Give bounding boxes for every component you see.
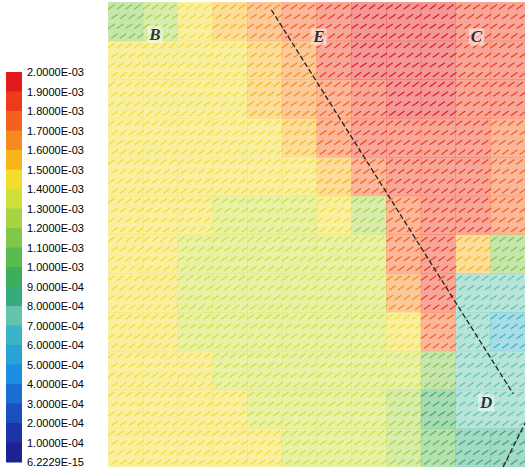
- svg-text:1.5000E-03: 1.5000E-03: [27, 164, 84, 176]
- svg-text:6.0000E-04: 6.0000E-04: [27, 339, 84, 351]
- svg-text:B: B: [148, 25, 160, 44]
- svg-text:1.8000E-03: 1.8000E-03: [27, 105, 84, 117]
- svg-text:1.0000E-03: 1.0000E-03: [27, 261, 84, 273]
- svg-text:9.0000E-04: 9.0000E-04: [27, 281, 84, 293]
- svg-text:C: C: [471, 27, 483, 46]
- svg-text:7.0000E-04: 7.0000E-04: [27, 320, 84, 332]
- svg-text:1.4000E-03: 1.4000E-03: [27, 183, 84, 195]
- svg-text:1.1000E-03: 1.1000E-03: [27, 242, 84, 254]
- svg-text:6.2229E-15: 6.2229E-15: [27, 456, 84, 468]
- svg-text:1.6000E-03: 1.6000E-03: [27, 144, 84, 156]
- svg-text:1.9000E-03: 1.9000E-03: [27, 86, 84, 98]
- svg-text:2.0000E-04: 2.0000E-04: [27, 417, 84, 429]
- svg-text:5.0000E-04: 5.0000E-04: [27, 359, 84, 371]
- svg-text:1.2000E-03: 1.2000E-03: [27, 222, 84, 234]
- svg-text:8.0000E-04: 8.0000E-04: [27, 300, 84, 312]
- svg-text:1.0000E-04: 1.0000E-04: [27, 437, 84, 449]
- svg-text:3.0000E-04: 3.0000E-04: [27, 398, 84, 410]
- svg-text:D: D: [479, 393, 492, 412]
- svg-text:1.3000E-03: 1.3000E-03: [27, 203, 84, 215]
- svg-text:E: E: [312, 27, 324, 46]
- svg-text:4.0000E-04: 4.0000E-04: [27, 378, 84, 390]
- svg-text:1.7000E-03: 1.7000E-03: [27, 125, 84, 137]
- svg-text:2.0000E-03: 2.0000E-03: [27, 66, 84, 78]
